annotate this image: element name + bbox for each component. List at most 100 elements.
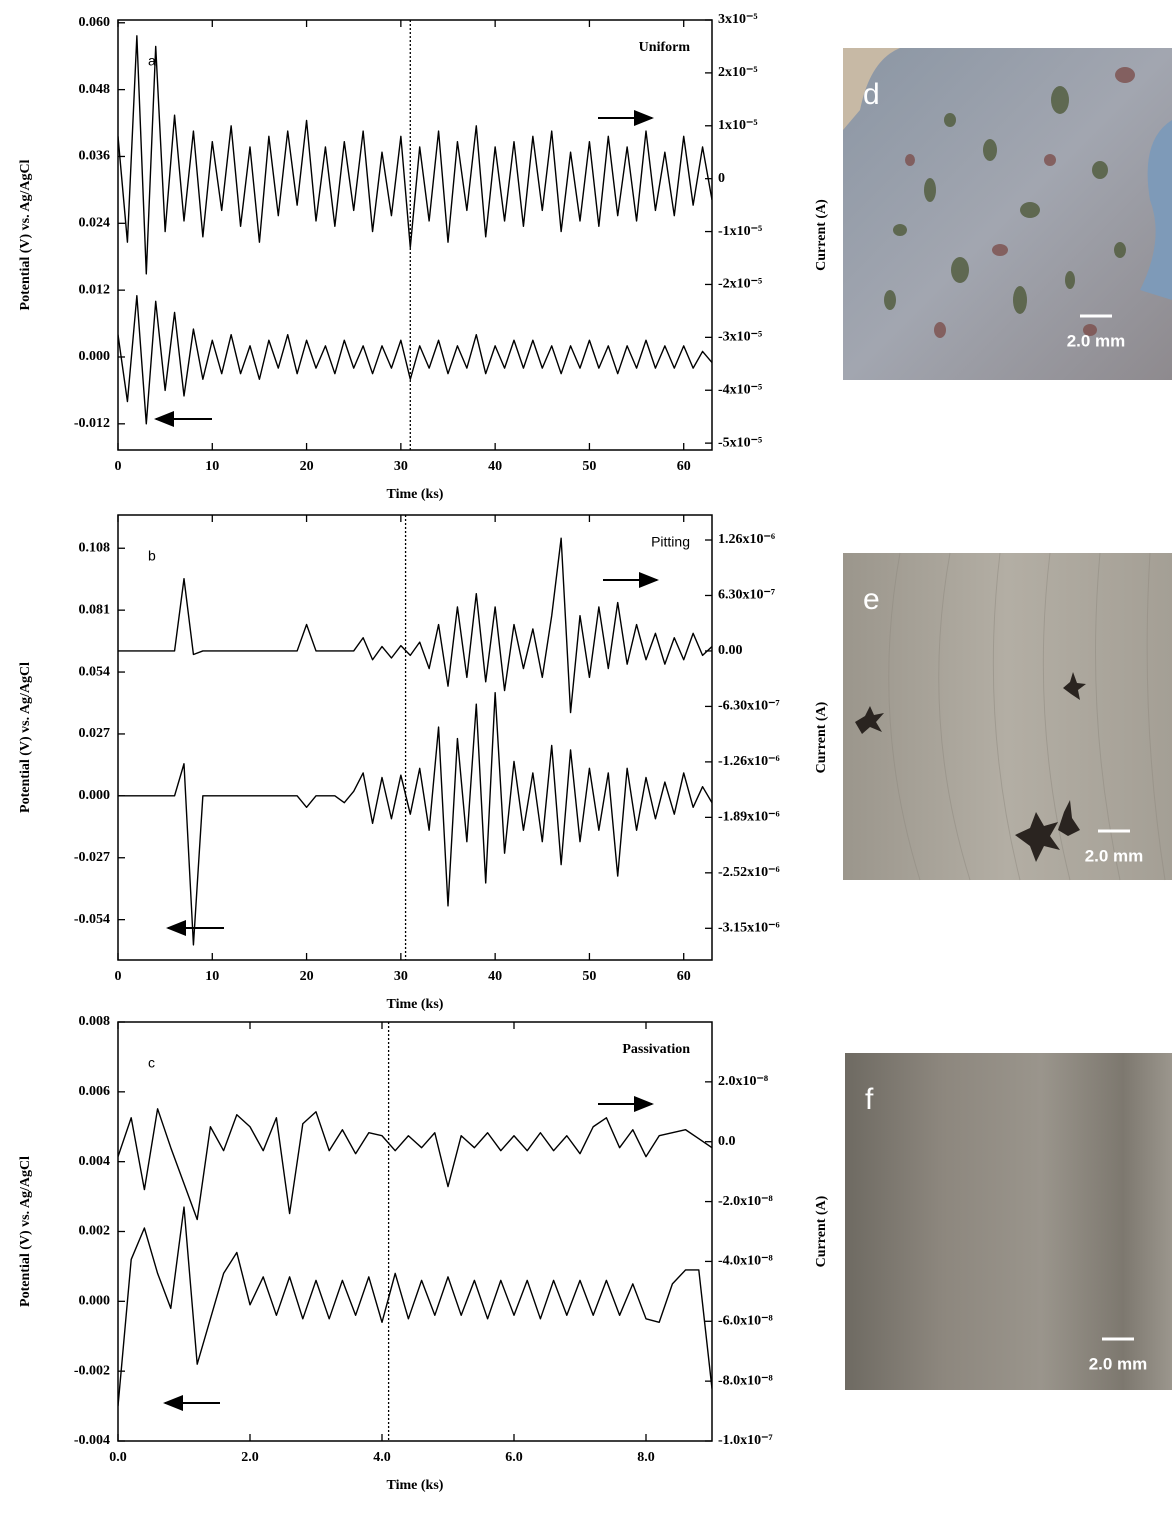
- photo-label: e: [863, 583, 880, 616]
- y-tick-label: -0.054: [74, 912, 110, 927]
- x-tick-label: 8.0: [637, 1450, 655, 1465]
- y2-axis-label: Current (A): [814, 199, 829, 271]
- y-axis-label: Potential (V) vs. Ag/AgCl: [18, 1156, 33, 1307]
- y2-tick-label: 0.0: [718, 1134, 736, 1149]
- y-tick-label: -0.004: [74, 1433, 110, 1448]
- plot-frame: [117, 19, 713, 451]
- y-tick-label: 0.027: [79, 726, 111, 741]
- plot-frame: [117, 1021, 713, 1442]
- photo: [843, 553, 1172, 880]
- x-tick-label: 60: [677, 459, 691, 474]
- x-axis-label: Time (ks): [387, 997, 444, 1012]
- y2-tick-label: 2x10⁻⁵: [718, 65, 758, 80]
- x-tick-label: 30: [394, 459, 408, 474]
- y-tick-label: 0.006: [79, 1084, 111, 1099]
- annotation: Passivation: [622, 1042, 690, 1057]
- x-tick-label: 50: [582, 969, 596, 984]
- annotation: Pitting: [651, 534, 690, 550]
- data-line: [118, 691, 712, 946]
- x-tick-label: 4.0: [373, 1450, 391, 1465]
- y-tick-label: -0.012: [74, 416, 110, 431]
- y2-tick-label: -1.26x10⁻⁶: [718, 754, 780, 769]
- corrosion-spots: [884, 86, 1126, 314]
- y-tick-label: 0.008: [79, 1014, 111, 1029]
- y-axis-label: Potential (V) vs. Ag/AgCl: [18, 662, 33, 813]
- y2-axis-label: Current (A): [814, 1195, 829, 1267]
- y2-tick-label: 0.00: [718, 643, 743, 658]
- photo-label: d: [863, 78, 880, 111]
- y2-tick-label: -2.52x10⁻⁶: [718, 865, 780, 880]
- y2-tick-label: -2x10⁻⁵: [718, 277, 762, 292]
- x-tick-label: 0: [115, 969, 122, 984]
- plot-frame: [117, 514, 713, 961]
- scale-label: 2.0 mm: [1085, 846, 1144, 865]
- chart: 0.0 2.0 4.0 6.0 8.0 0.008 0.006 0.004 0.002 0.000…: [18, 1014, 829, 1493]
- photo-d: [843, 48, 1172, 380]
- x-tick-label: 20: [300, 459, 314, 474]
- x-tick-label: 20: [300, 969, 314, 984]
- y2-tick-label: 1.26x10⁻⁶: [718, 532, 775, 547]
- y2-tick-label: -1.89x10⁻⁶: [718, 810, 780, 825]
- chart: 0 10 20 30 40 50 60 0.108 0.081 0.054 0.027 0.000 -0…: [18, 514, 829, 1012]
- scale-label: 2.0 mm: [1067, 331, 1126, 350]
- corrosion-spots: [905, 67, 1135, 338]
- y-tick-label: 0.004: [79, 1154, 111, 1169]
- panel-label: c: [148, 1055, 155, 1071]
- x-tick-label: 60: [677, 969, 691, 984]
- x-tick-label: 2.0: [241, 1450, 259, 1465]
- y-tick-label: 0.024: [79, 216, 111, 231]
- photo: [845, 1053, 1172, 1390]
- y2-tick-label: -6.30x10⁻⁷: [718, 699, 780, 714]
- y-tick-label: 0.054: [79, 664, 111, 679]
- y-tick-label: 0.036: [79, 149, 111, 164]
- data-line: [118, 295, 712, 425]
- x-axis-label: Time (ks): [387, 487, 444, 502]
- x-tick-label: 10: [205, 459, 219, 474]
- y2-tick-label: 0: [718, 171, 725, 186]
- y-tick-label: 0.048: [79, 82, 111, 97]
- pits: [855, 672, 1086, 862]
- y2-tick-label: -3.15x10⁻⁶: [718, 921, 780, 936]
- grain-lines: [888, 552, 1166, 881]
- photo-e: [843, 552, 1172, 881]
- y2-tick-label: -1x10⁻⁵: [718, 224, 762, 239]
- y2-tick-label: -3x10⁻⁵: [718, 330, 762, 345]
- photo-edge: [1140, 120, 1172, 300]
- y2-tick-label: -1.0x10⁻⁷: [718, 1433, 773, 1448]
- x-tick-label: 50: [582, 459, 596, 474]
- annotation: Uniform: [639, 40, 691, 55]
- y-tick-label: 0.000: [79, 349, 111, 364]
- y-tick-label: -0.002: [74, 1363, 110, 1378]
- y-tick-label: 0.081: [79, 602, 111, 617]
- y2-tick-label: 1x10⁻⁵: [718, 118, 758, 133]
- data-line: [118, 1206, 712, 1407]
- data-line: [118, 35, 712, 275]
- photo-label: f: [865, 1083, 874, 1116]
- data-line: [118, 537, 712, 714]
- panel-label: a: [148, 53, 156, 69]
- y-tick-label: 0.002: [79, 1224, 111, 1239]
- y-axis-label: Potential (V) vs. Ag/AgCl: [18, 159, 33, 310]
- x-tick-label: 30: [394, 969, 408, 984]
- y2-tick-label: 6.30x10⁻⁷: [718, 588, 775, 603]
- y2-tick-label: 2.0x10⁻⁸: [718, 1074, 768, 1089]
- scale-label: 2.0 mm: [1089, 1354, 1148, 1373]
- x-axis-label: Time (ks): [387, 1478, 444, 1493]
- y-tick-label: 0.000: [79, 788, 111, 803]
- y-tick-label: 0.000: [79, 1294, 111, 1309]
- y2-tick-label: -5x10⁻⁵: [718, 435, 762, 450]
- y-tick-label: 0.108: [79, 540, 111, 555]
- data-line: [118, 1108, 712, 1221]
- y2-tick-label: -8.0x10⁻⁸: [718, 1373, 773, 1388]
- y-tick-label: -0.027: [74, 850, 110, 865]
- y2-tick-label: -6.0x10⁻⁸: [718, 1314, 773, 1329]
- chart: 0 10 20 30 40 50 60 0.060 0.048 0.036 0.024 0.012 0.…: [18, 12, 829, 502]
- x-tick-label: 10: [205, 969, 219, 984]
- y2-tick-label: -4.0x10⁻⁸: [718, 1254, 773, 1269]
- x-tick-label: 0.0: [109, 1450, 127, 1465]
- y2-tick-label: -4x10⁻⁵: [718, 382, 762, 397]
- x-tick-label: 0: [115, 459, 122, 474]
- arrows: [154, 110, 659, 1411]
